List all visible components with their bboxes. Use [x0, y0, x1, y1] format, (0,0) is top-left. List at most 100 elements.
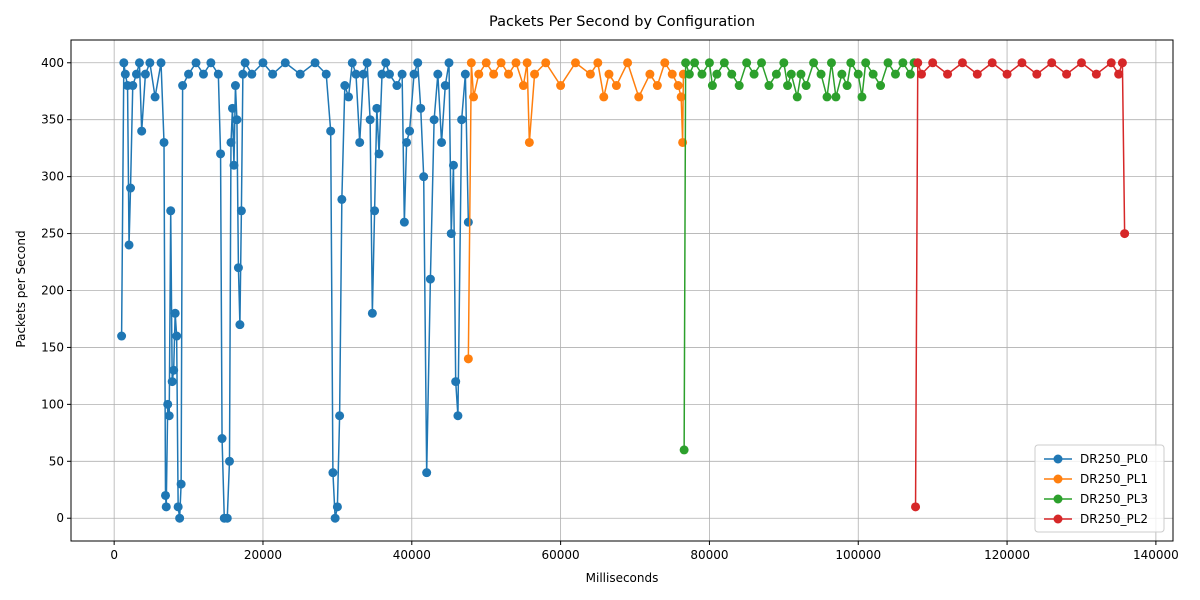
data-point — [175, 513, 185, 523]
data-point — [178, 81, 188, 91]
series-layer — [117, 58, 1130, 523]
data-point — [883, 58, 893, 68]
data-point — [599, 92, 609, 102]
data-point — [604, 69, 614, 79]
data-point — [460, 69, 470, 79]
data-point — [161, 502, 171, 512]
data-point — [466, 58, 476, 68]
data-point — [295, 69, 305, 79]
y-tick-label: 250 — [41, 227, 64, 241]
data-point — [176, 479, 186, 489]
data-point — [402, 137, 412, 147]
data-point — [453, 411, 463, 421]
data-point — [355, 137, 365, 147]
data-point — [489, 69, 499, 79]
data-point — [876, 81, 886, 91]
data-point — [238, 69, 248, 79]
data-point — [399, 217, 409, 227]
data-point — [623, 58, 633, 68]
legend-item: DR250_PL1 — [1044, 472, 1148, 486]
data-point — [660, 58, 670, 68]
data-point — [1120, 229, 1130, 239]
data-point — [384, 69, 394, 79]
data-point — [463, 354, 473, 364]
data-point — [413, 58, 423, 68]
data-point — [593, 58, 603, 68]
data-point — [224, 456, 234, 466]
data-point — [377, 69, 387, 79]
legend-swatch-marker — [1053, 514, 1063, 524]
data-point — [801, 81, 811, 91]
chart-title: Packets Per Second by Configuration — [489, 14, 755, 30]
data-point — [367, 308, 377, 318]
data-point — [405, 126, 415, 136]
data-point — [332, 502, 342, 512]
data-point — [198, 69, 208, 79]
data-point — [134, 58, 144, 68]
data-point — [890, 69, 900, 79]
data-point — [645, 69, 655, 79]
data-point — [676, 92, 686, 102]
data-point — [119, 58, 129, 68]
data-point — [268, 69, 278, 79]
data-point — [184, 69, 194, 79]
legend-label: DR250_PL1 — [1080, 472, 1148, 486]
data-point — [905, 69, 915, 79]
data-point — [347, 58, 357, 68]
legend-box — [1034, 444, 1165, 533]
data-point — [166, 206, 176, 216]
data-point — [159, 137, 169, 147]
data-point — [429, 115, 439, 125]
data-point — [448, 160, 458, 170]
data-point — [397, 69, 407, 79]
data-point — [230, 81, 240, 91]
series-line — [683, 62, 915, 450]
data-point — [164, 411, 174, 421]
data-point — [167, 377, 177, 387]
data-point — [365, 115, 375, 125]
data-point — [425, 274, 435, 284]
data-point — [326, 126, 336, 136]
x-tick-label: 20000 — [244, 548, 282, 562]
data-point — [826, 58, 836, 68]
data-point — [570, 58, 580, 68]
data-point — [226, 137, 236, 147]
data-point — [943, 69, 953, 79]
data-point — [1017, 58, 1027, 68]
y-tick-label: 0 — [56, 511, 64, 525]
data-point — [530, 69, 540, 79]
data-point — [457, 115, 467, 125]
data-point — [172, 331, 182, 341]
data-point — [433, 69, 443, 79]
data-point — [446, 229, 456, 239]
data-point — [280, 58, 290, 68]
x-tick-label: 80000 — [690, 548, 728, 562]
data-point — [437, 137, 447, 147]
legend-item: DR250_PL3 — [1044, 492, 1148, 506]
data-point — [853, 69, 863, 79]
data-point — [156, 58, 166, 68]
data-point — [764, 81, 774, 91]
y-tick-label: 300 — [41, 170, 64, 184]
data-point — [140, 69, 150, 79]
data-point — [681, 58, 691, 68]
legend-label: DR250_PL2 — [1080, 512, 1148, 526]
data-point — [928, 58, 938, 68]
data-point — [163, 399, 173, 409]
data-point — [481, 58, 491, 68]
data-point — [232, 115, 242, 125]
data-point — [233, 263, 243, 273]
data-point — [229, 160, 239, 170]
data-point — [124, 240, 134, 250]
data-point — [719, 58, 729, 68]
data-point — [749, 69, 759, 79]
y-tick-label: 350 — [41, 113, 64, 127]
data-point — [842, 81, 852, 91]
data-point — [240, 58, 250, 68]
series-dr250_pl3 — [679, 58, 919, 455]
data-point — [792, 92, 802, 102]
y-axis-label: Packets per Second — [14, 230, 28, 347]
data-point — [831, 92, 841, 102]
data-point — [846, 58, 856, 68]
